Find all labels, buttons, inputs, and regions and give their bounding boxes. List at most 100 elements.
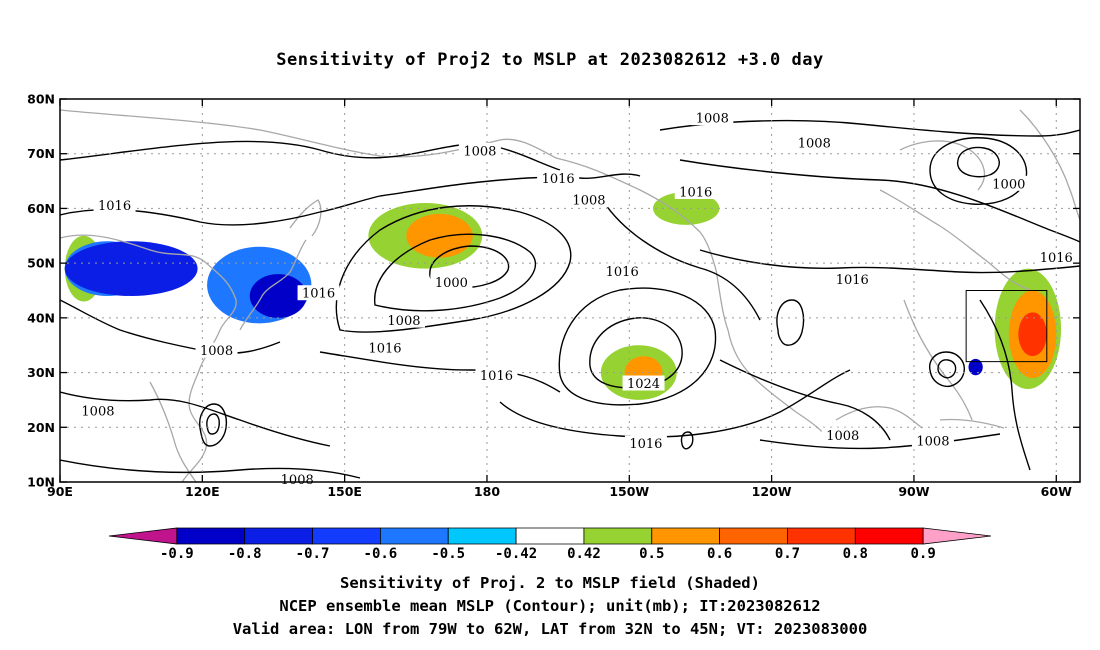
contour-label-bg: [458, 142, 501, 158]
lat-tick-label: 70N: [27, 146, 55, 161]
coastline-siberia-arctic: [60, 109, 557, 159]
contour-label: 1024: [627, 377, 660, 392]
contour-label: 1008: [916, 434, 949, 449]
contour-label: 1016: [302, 287, 335, 302]
sensitivity-patch: [249, 274, 307, 318]
contour-line: [929, 351, 965, 388]
contour-line: [719, 359, 891, 441]
lon-tick-label: 180: [474, 484, 500, 499]
colorbar-cell: [651, 527, 721, 545]
colorbar-cell: [515, 527, 585, 545]
lat-tick-label: 80N: [27, 92, 55, 107]
lon-tick-label: 90E: [47, 484, 73, 499]
colorbar-label: -0.8: [228, 546, 262, 562]
contour-line: [60, 299, 281, 354]
contour-label: 1008: [798, 136, 831, 151]
lat-tick-label: 20N: [27, 420, 55, 435]
contour-label-bg: [1035, 249, 1078, 265]
contour-label: 1008: [572, 194, 605, 209]
contour-label-bg: [537, 170, 580, 186]
contour-label-bg: [622, 375, 665, 391]
colorbar-label: -0.5: [431, 546, 465, 562]
contour-label-bg: [624, 435, 667, 451]
lon-tick-label: 150E: [327, 484, 362, 499]
contour-line: [956, 146, 1000, 178]
colorbar-cell: [244, 527, 313, 545]
colorbar-label: 0.8: [843, 546, 868, 562]
contour-label-bg: [793, 134, 836, 150]
colorbar-cell: [176, 527, 246, 545]
valid-area-box: [965, 290, 1048, 363]
colorbar-cell: [719, 527, 788, 545]
contour-label: 1000: [992, 177, 1025, 192]
lon-tick-label: 150W: [609, 484, 649, 499]
graticule: [60, 99, 1080, 482]
contour-label-bg: [691, 110, 734, 126]
lon-tick-label: 120E: [185, 484, 220, 499]
lat-tick-label: 10N: [27, 475, 55, 490]
contour-label: 1016: [542, 172, 575, 187]
contour-label-bg: [911, 432, 954, 448]
contour-label: 1016: [679, 186, 712, 201]
colorbar-cell: [312, 527, 381, 545]
lat-tick-label: 40N: [27, 310, 55, 325]
contour-line: [558, 287, 717, 406]
contour-label: 1016: [368, 341, 401, 356]
contour-line: [199, 403, 228, 447]
contour-label: 1008: [387, 314, 420, 329]
contour-label-bg: [76, 402, 119, 418]
colorbar-label: -0.9: [160, 546, 194, 562]
contour-line: [680, 431, 694, 450]
caption-contour: NCEP ensemble mean MSLP (Contour); unit(…: [279, 597, 821, 615]
lon-tick-label: 120W: [752, 484, 792, 499]
contour-label: 1008: [826, 429, 859, 444]
map-title: Sensitivity of Proj2 to MSLP at 20230826…: [276, 50, 824, 70]
contour-label-bg: [674, 184, 717, 200]
coastline-greenland: [1019, 109, 1080, 221]
lat-tick-label: 60N: [27, 201, 55, 216]
contour-line: [937, 359, 957, 379]
colorbar-label: 0.6: [707, 546, 732, 562]
contour-line: [599, 195, 761, 321]
sensitivity-shading: [64, 192, 1062, 400]
lon-tick-label: 60W: [1041, 484, 1072, 499]
sensitivity-patch: [968, 358, 983, 376]
coastline-korea-japan: [239, 239, 307, 331]
contour-line: [589, 317, 683, 389]
contour-label: 1008: [81, 404, 114, 419]
sensitivity-patch: [406, 213, 473, 258]
contour-line: [776, 299, 805, 346]
contour-line: [979, 299, 1031, 471]
colorbar-label: -0.6: [364, 546, 398, 562]
coastline-asia: [60, 234, 237, 482]
colorbar-label: 0.5: [639, 546, 664, 562]
contour-label-bg: [987, 175, 1030, 191]
contour-label: 1008: [696, 112, 729, 127]
contour-label: 1016: [606, 265, 639, 280]
colorbar-cell: [583, 527, 653, 545]
contour-label-bg: [297, 285, 340, 301]
contour-labels: 1008 1008 1008 1000 1016 1008 1016 1016 1016 1000…: [76, 110, 1078, 488]
caption-shading: Sensitivity of Proj. 2 to MSLP field (Sh…: [340, 574, 760, 592]
contour-line: [659, 119, 1080, 137]
contour-label: 1016: [836, 273, 869, 288]
contour-label-bg: [475, 367, 518, 383]
contour-label-bg: [93, 197, 136, 213]
contour-label-bg: [382, 312, 425, 328]
coastline-alaska: [555, 157, 729, 331]
lat-tick-label: 30N: [27, 365, 55, 380]
colorbar-cell: [447, 527, 517, 545]
contour-line: [319, 351, 561, 393]
lon-tick-label: 90W: [898, 484, 929, 499]
sensitivity-patch: [653, 192, 720, 225]
sensitivity-patch: [1018, 312, 1047, 357]
contour-label-bg: [430, 274, 473, 290]
contour-line: [206, 413, 220, 435]
contour-label: 1008: [281, 473, 314, 488]
contour-label-bg: [363, 339, 406, 355]
coastline-indochina: [149, 381, 197, 482]
coastline-us-east: [903, 299, 973, 421]
map-frame: [59, 98, 1081, 483]
contour-label-bg: [195, 342, 238, 358]
contour-line: [374, 233, 537, 312]
